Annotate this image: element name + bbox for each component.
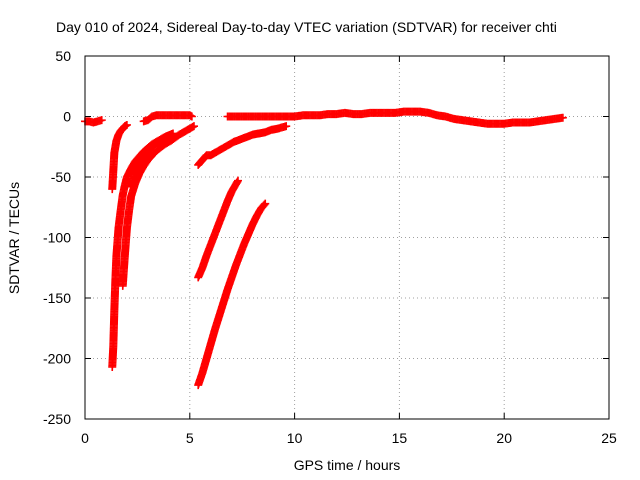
data-point (189, 122, 198, 131)
data-point (261, 199, 270, 208)
x-tick-label: 0 (81, 430, 89, 446)
data-point (97, 116, 106, 125)
y-tick-label: -200 (43, 351, 71, 367)
chart-title: Day 010 of 2024, Sidereal Day-to-day VTE… (56, 19, 557, 35)
y-tick-label: -50 (51, 169, 71, 185)
y-tick-label: -150 (43, 290, 71, 306)
plot-frame (84, 55, 610, 420)
x-tick-label: 20 (496, 430, 512, 446)
data-point (160, 134, 169, 143)
data-point (558, 113, 567, 122)
x-axis-label: GPS time / hours (294, 457, 401, 473)
y-tick-label: -100 (43, 230, 71, 246)
x-tick-label: 10 (287, 430, 303, 446)
data-point (234, 176, 243, 185)
x-tick-label: 5 (186, 430, 194, 446)
data-point (122, 120, 131, 129)
y-tick-label: 0 (63, 109, 71, 125)
data-point (282, 122, 291, 131)
data-points-layer (81, 107, 567, 390)
x-tick-label: 25 (601, 430, 617, 446)
data-point (187, 112, 196, 121)
y-tick-label: -250 (43, 411, 71, 427)
x-tick-label: 15 (392, 430, 408, 446)
y-tick-label: 50 (55, 48, 71, 64)
tick-layer: 0 5 10 15 20 25 50 0 -50 -100 -150 -200 -250 (43, 48, 617, 446)
data-point-fill (260, 200, 269, 209)
y-axis-label: SDTVAR / TECUs (6, 182, 22, 294)
